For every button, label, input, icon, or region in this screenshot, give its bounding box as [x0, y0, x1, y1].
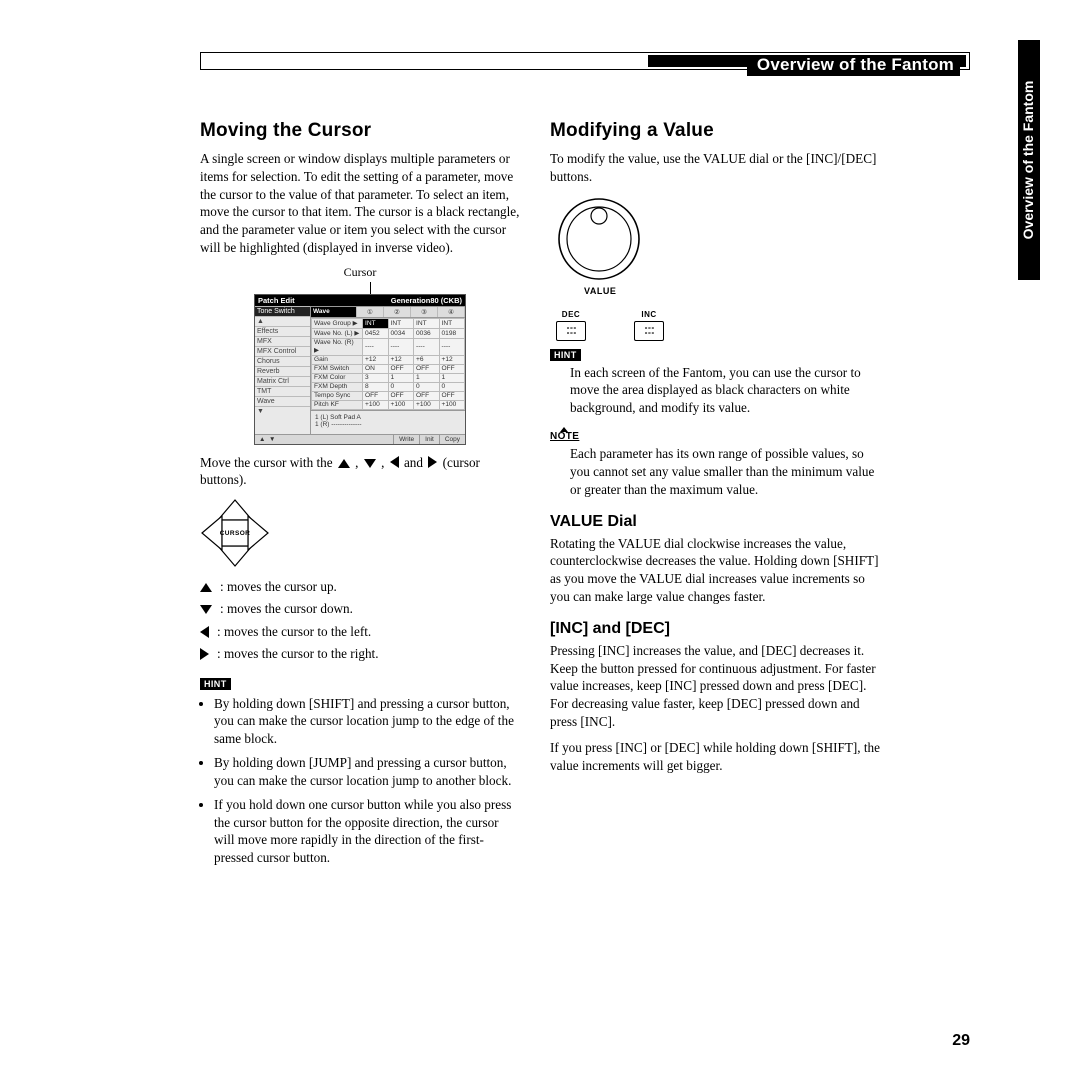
left-column: Moving the Cursor A single screen or win…: [200, 120, 520, 873]
cursor-pad-diagram: CURSOR: [200, 498, 270, 568]
value-dial-label: VALUE: [584, 286, 880, 296]
header-title: Overview of the Fantom: [747, 55, 960, 76]
inc-button-icon: ∘∘∘∘∘∘: [634, 321, 664, 341]
hint-text: In each screen of the Fantom, you can us…: [570, 364, 880, 417]
heading-inc-dec: [INC] and [DEC]: [550, 620, 880, 638]
value-dial-diagram: [556, 196, 880, 282]
hint-badge: HINT: [550, 349, 581, 361]
pe-copy-button: Copy: [439, 435, 465, 444]
heading-value-dial: VALUE Dial: [550, 513, 880, 531]
hint-list: By holding down [SHIFT] and pressing a c…: [214, 695, 520, 867]
cursor-caption: Cursor: [200, 265, 520, 280]
up-arrow-icon: [338, 459, 350, 468]
down-arrow-icon: [364, 459, 376, 468]
inc-dec-text-1: Pressing [INC] increases the value, and …: [550, 642, 880, 731]
value-dial-text: Rotating the VALUE dial clockwise increa…: [550, 535, 880, 606]
pe-footer-arrows: ▲ ▼: [255, 435, 279, 444]
page: Overview of the Fantom Overview of the F…: [0, 0, 1080, 1080]
dec-button-icon: ∘∘∘∘∘∘: [556, 321, 586, 341]
right-arrow-icon: [200, 648, 209, 660]
down-arrow-icon: [200, 605, 212, 614]
pe-title-right: Generation80 (CKB): [391, 296, 462, 305]
pe-write-button: Write: [393, 435, 419, 444]
heading-moving-cursor: Moving the Cursor: [200, 120, 520, 142]
cursor-pointer-line: [370, 282, 371, 294]
pe-table: Wave Group ▶INTINTINTINT Wave No. (L) ▶0…: [311, 318, 465, 410]
hint-badge: HINT: [200, 678, 231, 690]
up-arrow-icon: [200, 583, 212, 592]
heading-modifying-value: Modifying a Value: [550, 120, 880, 142]
move-cursor-line: Move the cursor with the , , and (cursor…: [200, 455, 520, 488]
cursor-pad-label: CURSOR: [220, 530, 251, 537]
moving-cursor-intro: A single screen or window displays multi…: [200, 150, 520, 257]
side-tab-label: Overview of the Fantom: [1018, 40, 1038, 280]
left-arrow-icon: [390, 456, 399, 468]
page-number: 29: [952, 1032, 970, 1050]
inc-dec-text-2: If you press [INC] or [DEC] while holdin…: [550, 739, 880, 775]
left-arrow-icon: [200, 626, 209, 638]
pe-init-button: Init: [419, 435, 439, 444]
right-column: Modifying a Value To modify the value, u…: [550, 120, 880, 873]
pe-title-left: Patch Edit: [258, 296, 295, 305]
dec-label: DEC: [556, 310, 586, 319]
patch-edit-screenshot: Patch Edit Generation80 (CKB) Tone Switc…: [254, 294, 466, 445]
note-text: Each parameter has its own range of poss…: [570, 445, 880, 498]
modify-intro: To modify the value, use the VALUE dial …: [550, 150, 880, 186]
right-arrow-icon: [428, 456, 437, 468]
note-badge: NOTE: [550, 431, 579, 442]
arrow-descriptions: : moves the cursor up. : moves the curso…: [200, 576, 520, 666]
pe-sidebar: Tone Switch ▲ Effects MFX MFX Control Ch…: [255, 306, 311, 434]
inc-dec-diagram: DEC ∘∘∘∘∘∘ INC ∘∘∘∘∘∘: [556, 310, 880, 341]
inc-label: INC: [634, 310, 664, 319]
